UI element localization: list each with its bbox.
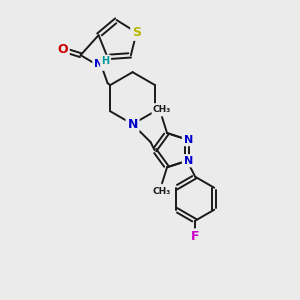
Text: N: N: [184, 156, 193, 166]
Text: N: N: [184, 135, 193, 145]
Text: CH₃: CH₃: [153, 104, 171, 113]
Text: H: H: [101, 56, 110, 66]
Text: N: N: [128, 118, 138, 131]
Text: CH₃: CH₃: [153, 187, 171, 196]
Text: S: S: [132, 26, 141, 39]
Text: N: N: [94, 59, 103, 69]
Text: O: O: [57, 43, 68, 56]
Text: F: F: [191, 230, 200, 243]
